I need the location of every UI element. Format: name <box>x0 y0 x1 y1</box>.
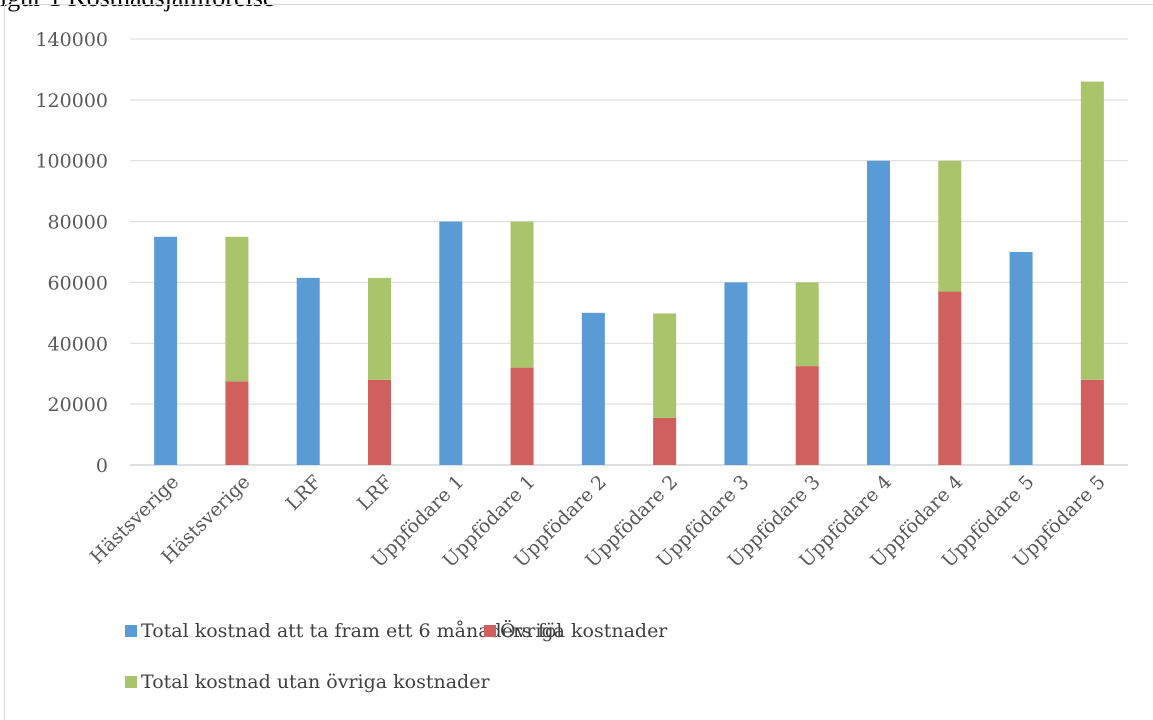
bar-segment <box>296 277 320 465</box>
x-tick-label: LRF <box>282 471 326 515</box>
y-tick-label: 40000 <box>48 333 108 355</box>
bar-segment <box>439 221 463 465</box>
bar-segment <box>581 312 605 465</box>
gridlines <box>130 38 1128 466</box>
bar-segment <box>653 417 677 465</box>
y-tick-label: 20000 <box>48 394 108 416</box>
bar-segment <box>795 366 819 465</box>
y-tick-label: 80000 <box>48 212 108 234</box>
bar-segment <box>368 277 391 380</box>
legend-label: Total kostnad att ta fram ett 6 månaders… <box>141 620 562 642</box>
chart-frame <box>4 4 1153 720</box>
bar-segment <box>510 221 534 368</box>
figure-caption-fragment: igur 1 Kostnadsjämförelse <box>0 0 274 13</box>
bar-segment <box>225 381 249 465</box>
bars <box>154 81 1104 465</box>
bar-segment <box>938 160 962 292</box>
x-tick-label: LRF <box>353 471 397 515</box>
bar-segment <box>938 291 962 465</box>
bar-segment <box>154 236 178 465</box>
y-tick-label: 0 <box>96 455 108 477</box>
bar-segment <box>1080 379 1104 465</box>
y-tick-label: 60000 <box>48 272 108 294</box>
bar-segment <box>724 282 748 465</box>
legend-label: Övriga kostnader <box>500 619 668 642</box>
legend-swatch <box>125 625 137 637</box>
bar-segment <box>795 282 819 367</box>
y-tick-label: 120000 <box>35 90 108 112</box>
y-tick-label: 100000 <box>35 151 108 173</box>
bar-segment <box>1080 81 1104 380</box>
bar-segment <box>510 367 534 465</box>
bar-segment <box>1009 252 1033 465</box>
y-axis-ticks: 0 20000 40000 60000 80000 100000 120000 140000 <box>35 29 108 477</box>
bar-segment <box>368 379 391 465</box>
bar-segment <box>653 313 677 418</box>
legend-label: Total kostnad utan övriga kostnader <box>141 671 490 693</box>
legend-swatch <box>125 676 137 688</box>
bar-segment <box>867 160 890 465</box>
y-tick-label: 140000 <box>35 29 108 51</box>
legend: Total kostnad att ta fram ett 6 månaders… <box>125 619 668 693</box>
legend-swatch <box>484 625 496 637</box>
bar-segment <box>225 236 249 382</box>
